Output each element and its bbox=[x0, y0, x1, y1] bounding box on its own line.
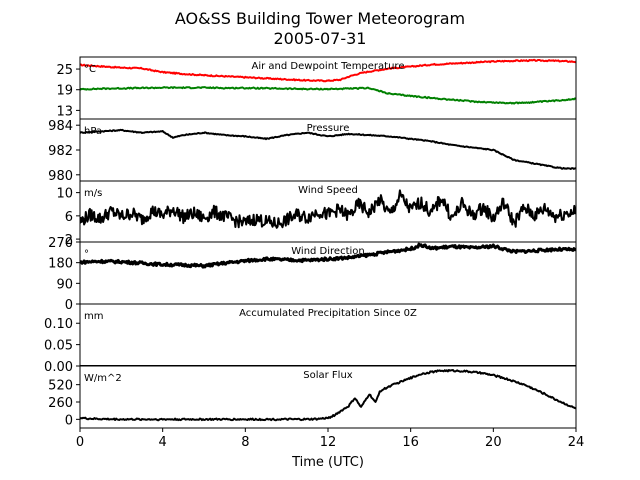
panel-2-ytick-label: 982 bbox=[48, 144, 73, 159]
panel-6-ytick-label: 520 bbox=[48, 379, 73, 394]
panel-4-title: Wind Direction bbox=[291, 246, 365, 257]
panel-5-unit-label: mm bbox=[84, 311, 103, 322]
panel-5-ytick-label: 0.00 bbox=[44, 360, 73, 375]
xtick-label: 12 bbox=[320, 435, 337, 450]
panel-6-series-1-line bbox=[80, 369, 576, 422]
panels: Air and Dewpoint Temperature °C 13 19 25 Pres… bbox=[44, 56, 577, 429]
panel-4-ytick-label: 270 bbox=[48, 236, 73, 251]
panel-1-title: Air and Dewpoint Temperature bbox=[252, 61, 405, 72]
panel-2-series-1-line bbox=[80, 128, 576, 170]
panel-6-unit-label: W/m^2 bbox=[84, 373, 122, 384]
panel-1-ytick-label: 19 bbox=[56, 84, 73, 99]
xtick-label: 4 bbox=[159, 435, 167, 450]
panel-1-ytick-label: 13 bbox=[56, 104, 73, 119]
panel-1: Air and Dewpoint Temperature °C 13 19 25 bbox=[56, 56, 577, 120]
figure-subtitle: 2005-07-31 bbox=[274, 29, 367, 48]
panel-5-ytick-label: 0.10 bbox=[44, 317, 73, 332]
panel-3-ytick-label: 10 bbox=[56, 187, 73, 202]
panel-4: Wind Direction ° 0 90 180 270 bbox=[48, 236, 577, 313]
panel-3-ytick-label: 2 bbox=[65, 233, 73, 248]
x-axis-label: Time (UTC) bbox=[291, 455, 364, 470]
panel-6-ytick-label: 260 bbox=[48, 396, 73, 411]
xtick-label: 24 bbox=[568, 435, 585, 450]
xtick-label: 20 bbox=[485, 435, 502, 450]
xtick-label: 16 bbox=[402, 435, 419, 450]
panel-2-ytick-label: 980 bbox=[48, 169, 73, 184]
panel-3-title: Wind Speed bbox=[298, 185, 358, 196]
panel-4-ytick-label: 90 bbox=[56, 277, 73, 292]
panel-4-series-1-line bbox=[80, 242, 576, 269]
xtick-label: 0 bbox=[76, 435, 84, 450]
panel-3: Wind Speed m/s 2 6 10 bbox=[56, 180, 577, 248]
panel-6-ytick-label: 0 bbox=[65, 413, 73, 428]
panel-4-unit-label: ° bbox=[84, 249, 89, 260]
panel-2-ytick-label: 984 bbox=[48, 119, 73, 134]
panel-1-ytick-label: 25 bbox=[56, 63, 73, 78]
panel-5-ytick-label: 0.05 bbox=[44, 339, 73, 354]
panel-3-ytick-label: 6 bbox=[65, 210, 73, 225]
panel-3-series-1-line bbox=[80, 189, 576, 229]
panel-4-ytick-label: 180 bbox=[48, 257, 73, 272]
xtick-label: 8 bbox=[241, 435, 249, 450]
figure-title: AO&SS Building Tower Meteorogram bbox=[175, 9, 465, 28]
panel-1-series-2-line bbox=[80, 86, 576, 105]
panel-3-unit-label: m/s bbox=[84, 188, 102, 199]
panel-6: Solar Flux W/m^2 0 260 520 bbox=[48, 365, 577, 429]
panel-2-unit-label: hPa bbox=[84, 126, 102, 137]
panel-4-ytick-label: 0 bbox=[65, 298, 73, 313]
panel-6-title: Solar Flux bbox=[303, 370, 353, 381]
panel-2-title: Pressure bbox=[307, 123, 350, 134]
panel-1-series-1-line bbox=[80, 58, 576, 83]
panel-5: Accumulated Precipitation Since 0Z mm 0.00… bbox=[44, 303, 577, 375]
panel-1-unit-label: °C bbox=[84, 64, 96, 75]
panel-5-title: Accumulated Precipitation Since 0Z bbox=[239, 308, 417, 319]
panel-2: Pressure hPa 980 982 984 bbox=[48, 118, 577, 184]
x-axis: 0 4 8 12 16 20 24 bbox=[76, 428, 584, 450]
